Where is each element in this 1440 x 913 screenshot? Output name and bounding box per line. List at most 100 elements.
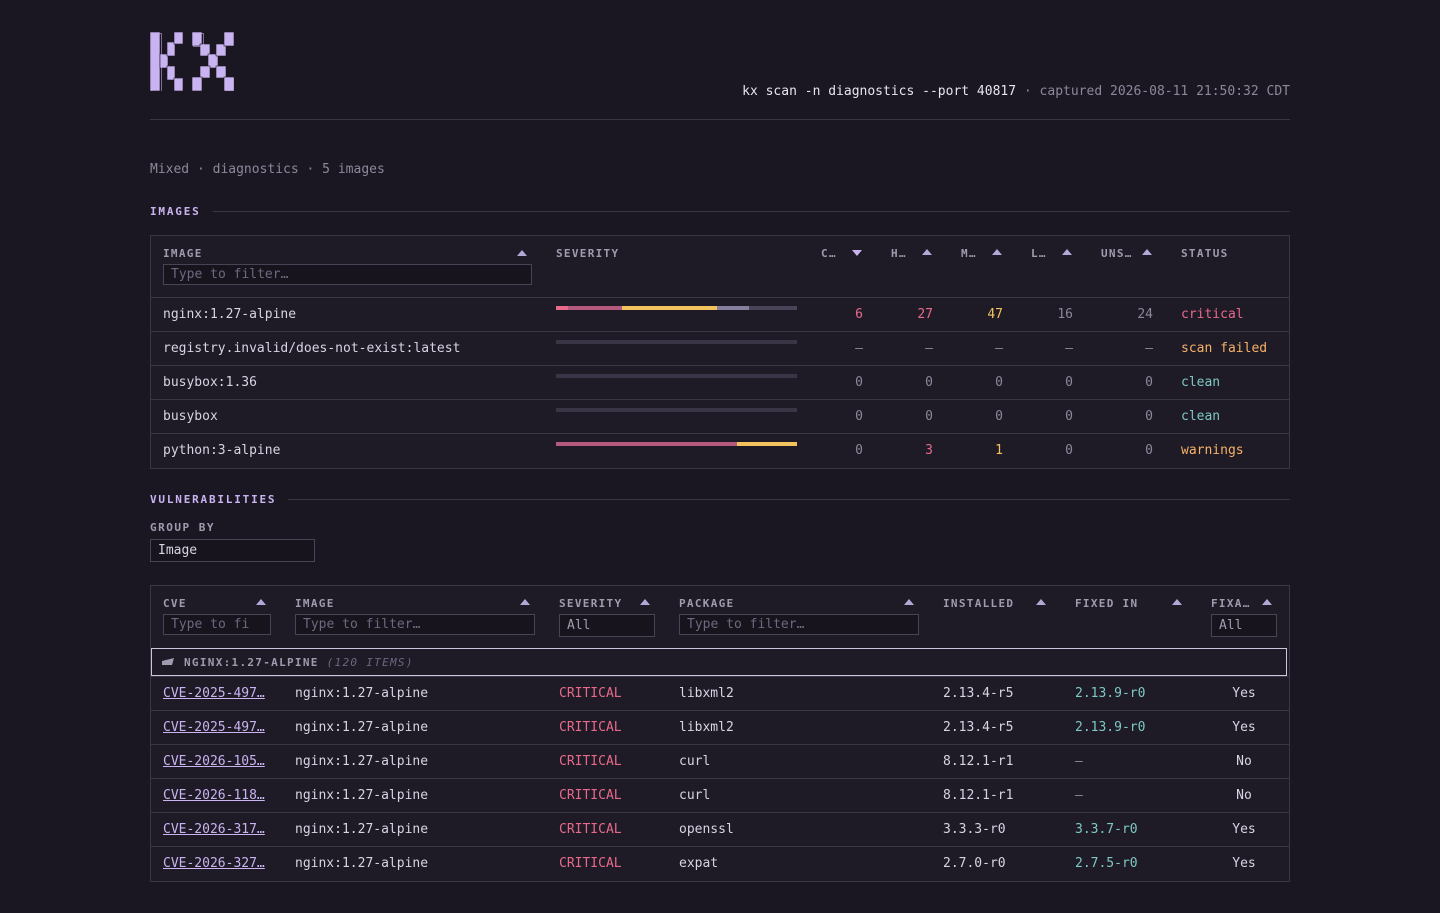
severity-label: CRITICAL bbox=[559, 788, 622, 803]
image-filter-input[interactable] bbox=[295, 614, 535, 635]
command-text: kx scan -n diagnostics --port 40817 bbox=[742, 84, 1017, 99]
severity-bar-segment bbox=[556, 442, 737, 446]
sort-asc-icon[interactable] bbox=[922, 249, 932, 255]
severity-bar bbox=[556, 340, 797, 344]
severity-bar-empty bbox=[556, 340, 797, 344]
severity-bar bbox=[556, 408, 797, 412]
sort-asc-icon[interactable] bbox=[520, 599, 530, 605]
fixable-filter-select[interactable]: All bbox=[1211, 614, 1277, 637]
count-l: 16 bbox=[1057, 307, 1073, 322]
severity-bar bbox=[556, 442, 797, 446]
group-header-row[interactable]: NGINX:1.27-ALPINE (120 ITEMS) bbox=[151, 648, 1287, 676]
page: kx scan -n diagnostics --port 40817 · ca… bbox=[150, 0, 1290, 882]
severity-bar-empty bbox=[556, 374, 797, 378]
vulnerability-row[interactable]: CVE-2026-118… nginx:1.27-alpine CRITICAL cu… bbox=[151, 778, 1289, 813]
image-name: nginx:1.27-alpine bbox=[295, 754, 429, 769]
sort-asc-icon[interactable] bbox=[256, 599, 266, 605]
count-c: 0 bbox=[855, 409, 863, 424]
group-name: NGINX:1.27-ALPINE bbox=[184, 656, 319, 669]
fixable-value: Yes bbox=[1232, 720, 1256, 735]
sort-asc-icon[interactable] bbox=[1062, 249, 1072, 255]
package-name: curl bbox=[679, 788, 711, 803]
col-high[interactable]: H… bbox=[891, 247, 907, 260]
col-cve[interactable]: CVE bbox=[163, 597, 187, 610]
package-name: libxml2 bbox=[679, 720, 734, 735]
col-fixable[interactable]: FIXA… bbox=[1211, 597, 1251, 610]
fixed-version: – bbox=[1075, 788, 1083, 803]
image-name: nginx:1.27-alpine bbox=[163, 307, 297, 322]
sort-asc-icon[interactable] bbox=[992, 249, 1002, 255]
fixable-value: No bbox=[1236, 754, 1252, 769]
installed-version: 2.13.4-r5 bbox=[943, 720, 1014, 735]
count-c: 0 bbox=[855, 443, 863, 458]
severity-label: CRITICAL bbox=[559, 754, 622, 769]
count-c: 0 bbox=[855, 375, 863, 390]
installed-version: 2.13.4-r5 bbox=[943, 686, 1014, 701]
image-row[interactable]: registry.invalid/does-not-exist:latest – –… bbox=[151, 331, 1289, 366]
col-severity: SEVERITY bbox=[556, 247, 620, 260]
image-name: python:3-alpine bbox=[163, 443, 281, 458]
images-table: IMAGE SEVERITY C… H… M… L… UNS… STATUS n… bbox=[150, 235, 1290, 469]
col-medium[interactable]: M… bbox=[961, 247, 977, 260]
cve-link[interactable]: CVE-2026-317… bbox=[163, 822, 265, 837]
image-name: nginx:1.27-alpine bbox=[295, 720, 429, 735]
cve-filter-input[interactable] bbox=[163, 614, 271, 635]
vulnerabilities-heading: VULNERABILITIES bbox=[150, 493, 277, 506]
images-section-title: IMAGES bbox=[150, 205, 1290, 218]
severity-label: CRITICAL bbox=[559, 720, 622, 735]
severity-bar-segment bbox=[568, 306, 623, 310]
count-h: 27 bbox=[917, 307, 933, 322]
col-unspecified[interactable]: UNS… bbox=[1101, 247, 1133, 260]
count-u: 0 bbox=[1145, 409, 1153, 424]
sort-asc-icon[interactable] bbox=[1142, 249, 1152, 255]
sort-asc-icon[interactable] bbox=[1262, 599, 1272, 605]
image-row[interactable]: nginx:1.27-alpine 6 27 47 16 24 critical bbox=[151, 297, 1289, 332]
cve-link[interactable]: CVE-2025-497… bbox=[163, 686, 265, 701]
cve-link[interactable]: CVE-2025-497… bbox=[163, 720, 265, 735]
captured-timestamp: captured 2026-08-11 21:50:32 CDT bbox=[1039, 84, 1290, 99]
fixed-version: 2.13.9-r0 bbox=[1075, 720, 1146, 735]
image-row[interactable]: busybox:1.36 0 0 0 0 0 clean bbox=[151, 365, 1289, 400]
count-h: 0 bbox=[925, 375, 933, 390]
severity-bar-segment bbox=[716, 306, 749, 310]
count-h: – bbox=[925, 341, 933, 356]
count-c: – bbox=[855, 341, 863, 356]
cve-link[interactable]: CVE-2026-327… bbox=[163, 856, 265, 871]
sort-asc-icon[interactable] bbox=[904, 599, 914, 605]
severity-bar-empty bbox=[556, 408, 797, 412]
vulnerability-row[interactable]: CVE-2026-327… nginx:1.27-alpine CRITICAL ex… bbox=[151, 846, 1289, 881]
vulnerability-row[interactable]: CVE-2025-497… nginx:1.27-alpine CRITICAL li… bbox=[151, 710, 1289, 745]
count-l: 0 bbox=[1065, 409, 1073, 424]
severity-label: CRITICAL bbox=[559, 822, 622, 837]
image-row[interactable]: busybox 0 0 0 0 0 clean bbox=[151, 399, 1289, 434]
col-image[interactable]: IMAGE bbox=[295, 597, 335, 610]
col-low[interactable]: L… bbox=[1031, 247, 1047, 260]
group-by-select[interactable]: Image bbox=[150, 539, 315, 562]
vulnerability-row[interactable]: CVE-2026-105… nginx:1.27-alpine CRITICAL cu… bbox=[151, 744, 1289, 779]
col-installed[interactable]: INSTALLED bbox=[943, 597, 1015, 610]
image-row[interactable]: python:3-alpine 0 3 1 0 0 warnings bbox=[151, 433, 1289, 468]
package-name: openssl bbox=[679, 822, 734, 837]
sort-desc-icon[interactable] bbox=[852, 250, 862, 256]
severity-bar-segment bbox=[556, 306, 569, 310]
severity-bar-segment bbox=[622, 306, 717, 310]
col-fixed-in[interactable]: FIXED IN bbox=[1075, 597, 1139, 610]
sort-asc-icon[interactable] bbox=[1172, 599, 1182, 605]
col-image[interactable]: IMAGE bbox=[163, 247, 203, 260]
vulnerability-row[interactable]: CVE-2026-317… nginx:1.27-alpine CRITICAL op… bbox=[151, 812, 1289, 847]
severity-filter-select[interactable]: All bbox=[559, 614, 655, 637]
cve-link[interactable]: CVE-2026-118… bbox=[163, 788, 265, 803]
cve-link[interactable]: CVE-2026-105… bbox=[163, 754, 265, 769]
col-package[interactable]: PACKAGE bbox=[679, 597, 735, 610]
image-filter-input[interactable] bbox=[163, 264, 532, 285]
col-severity[interactable]: SEVERITY bbox=[559, 597, 623, 610]
fixed-version: 2.13.9-r0 bbox=[1075, 686, 1146, 701]
count-u: 24 bbox=[1137, 307, 1153, 322]
col-critical[interactable]: C… bbox=[821, 247, 837, 260]
folder-open-icon bbox=[162, 658, 174, 665]
vulnerability-row[interactable]: CVE-2025-497… nginx:1.27-alpine CRITICAL li… bbox=[151, 676, 1289, 711]
sort-asc-icon[interactable] bbox=[1036, 599, 1046, 605]
sort-asc-icon[interactable] bbox=[640, 599, 650, 605]
sort-asc-icon[interactable] bbox=[517, 250, 527, 256]
package-filter-input[interactable] bbox=[679, 614, 919, 635]
